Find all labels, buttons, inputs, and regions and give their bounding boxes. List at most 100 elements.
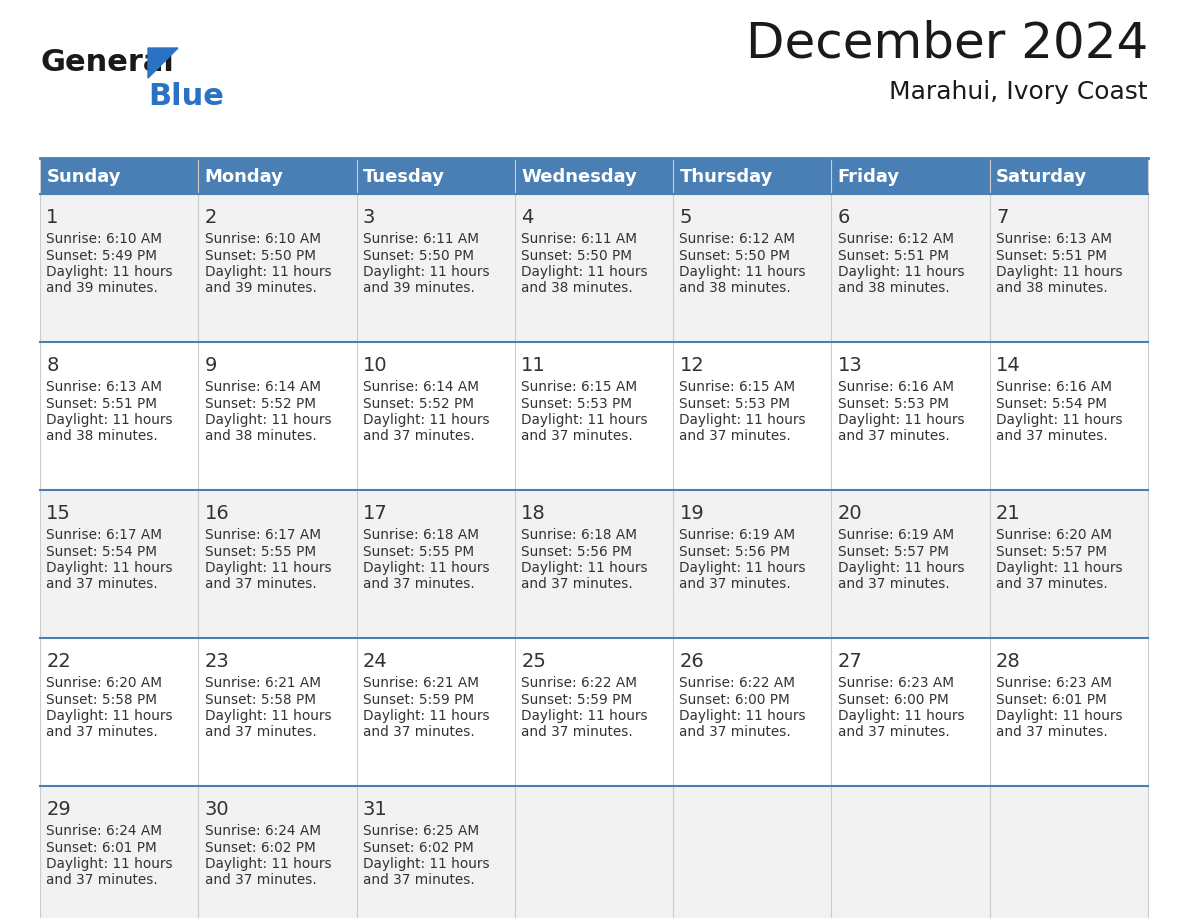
Text: and 37 minutes.: and 37 minutes. (204, 874, 316, 888)
Text: Sunset: 5:49 PM: Sunset: 5:49 PM (46, 249, 157, 263)
Text: Sunset: 5:56 PM: Sunset: 5:56 PM (522, 544, 632, 558)
Text: Daylight: 11 hours: Daylight: 11 hours (46, 265, 173, 279)
Text: 11: 11 (522, 356, 546, 375)
Text: and 38 minutes.: and 38 minutes. (838, 282, 949, 296)
Text: Daylight: 11 hours: Daylight: 11 hours (362, 413, 489, 427)
Text: and 37 minutes.: and 37 minutes. (838, 725, 949, 740)
Text: Daylight: 11 hours: Daylight: 11 hours (680, 561, 807, 575)
Text: Monday: Monday (204, 168, 284, 186)
Text: 23: 23 (204, 652, 229, 671)
Text: Daylight: 11 hours: Daylight: 11 hours (204, 561, 331, 575)
Text: 24: 24 (362, 652, 387, 671)
Text: and 37 minutes.: and 37 minutes. (522, 430, 633, 443)
Bar (40, 342, 1148, 490)
Bar (40, 490, 1148, 638)
Text: 19: 19 (680, 504, 704, 523)
Text: Sunset: 5:57 PM: Sunset: 5:57 PM (996, 544, 1107, 558)
Text: Sunset: 5:56 PM: Sunset: 5:56 PM (680, 544, 790, 558)
Text: 28: 28 (996, 652, 1020, 671)
Text: and 37 minutes.: and 37 minutes. (46, 874, 158, 888)
Text: and 39 minutes.: and 39 minutes. (46, 282, 158, 296)
Text: 6: 6 (838, 208, 851, 227)
Text: and 37 minutes.: and 37 minutes. (680, 725, 791, 740)
Text: Sunset: 5:58 PM: Sunset: 5:58 PM (46, 692, 157, 707)
Text: Sunset: 6:02 PM: Sunset: 6:02 PM (362, 841, 474, 855)
Text: Daylight: 11 hours: Daylight: 11 hours (46, 857, 173, 871)
Text: Sunset: 5:51 PM: Sunset: 5:51 PM (996, 249, 1107, 263)
Text: 10: 10 (362, 356, 387, 375)
Text: Sunset: 6:00 PM: Sunset: 6:00 PM (680, 692, 790, 707)
Text: Sunrise: 6:16 AM: Sunrise: 6:16 AM (838, 380, 954, 394)
Text: and 37 minutes.: and 37 minutes. (362, 725, 475, 740)
Text: Sunrise: 6:20 AM: Sunrise: 6:20 AM (46, 676, 163, 690)
Text: Daylight: 11 hours: Daylight: 11 hours (996, 709, 1123, 723)
Text: and 37 minutes.: and 37 minutes. (996, 577, 1107, 591)
Text: 15: 15 (46, 504, 71, 523)
Text: and 37 minutes.: and 37 minutes. (996, 725, 1107, 740)
Text: and 37 minutes.: and 37 minutes. (522, 577, 633, 591)
Text: Daylight: 11 hours: Daylight: 11 hours (680, 413, 807, 427)
Text: 7: 7 (996, 208, 1009, 227)
Text: Sunset: 5:51 PM: Sunset: 5:51 PM (46, 397, 157, 410)
Text: Sunrise: 6:12 AM: Sunrise: 6:12 AM (680, 232, 796, 246)
Text: Sunset: 5:50 PM: Sunset: 5:50 PM (522, 249, 632, 263)
Text: Daylight: 11 hours: Daylight: 11 hours (204, 265, 331, 279)
Text: Sunday: Sunday (46, 168, 121, 186)
Text: 29: 29 (46, 800, 71, 819)
Text: Daylight: 11 hours: Daylight: 11 hours (522, 265, 647, 279)
Text: Sunset: 5:52 PM: Sunset: 5:52 PM (204, 397, 316, 410)
Text: and 37 minutes.: and 37 minutes. (680, 577, 791, 591)
Text: Daylight: 11 hours: Daylight: 11 hours (522, 709, 647, 723)
Text: Daylight: 11 hours: Daylight: 11 hours (46, 709, 173, 723)
Text: Sunset: 5:51 PM: Sunset: 5:51 PM (838, 249, 949, 263)
Text: Tuesday: Tuesday (362, 168, 444, 186)
Text: 27: 27 (838, 652, 862, 671)
Text: and 37 minutes.: and 37 minutes. (204, 577, 316, 591)
Text: and 37 minutes.: and 37 minutes. (362, 874, 475, 888)
Bar (40, 194, 1148, 342)
Text: Sunrise: 6:16 AM: Sunrise: 6:16 AM (996, 380, 1112, 394)
Text: Daylight: 11 hours: Daylight: 11 hours (996, 561, 1123, 575)
Text: Sunrise: 6:17 AM: Sunrise: 6:17 AM (46, 528, 163, 542)
Bar (40, 786, 1148, 918)
Text: Sunset: 6:02 PM: Sunset: 6:02 PM (204, 841, 315, 855)
Text: and 38 minutes.: and 38 minutes. (996, 282, 1107, 296)
Text: Daylight: 11 hours: Daylight: 11 hours (680, 709, 807, 723)
Text: 14: 14 (996, 356, 1020, 375)
Text: Sunrise: 6:10 AM: Sunrise: 6:10 AM (204, 232, 321, 246)
Text: Sunset: 5:50 PM: Sunset: 5:50 PM (680, 249, 790, 263)
Polygon shape (148, 48, 178, 78)
Text: Daylight: 11 hours: Daylight: 11 hours (996, 413, 1123, 427)
Text: 3: 3 (362, 208, 375, 227)
Text: 2: 2 (204, 208, 217, 227)
Text: Daylight: 11 hours: Daylight: 11 hours (362, 561, 489, 575)
Text: 16: 16 (204, 504, 229, 523)
Text: and 37 minutes.: and 37 minutes. (46, 725, 158, 740)
Text: Sunrise: 6:19 AM: Sunrise: 6:19 AM (838, 528, 954, 542)
Text: 5: 5 (680, 208, 691, 227)
Text: 4: 4 (522, 208, 533, 227)
Text: 31: 31 (362, 800, 387, 819)
Text: Daylight: 11 hours: Daylight: 11 hours (204, 857, 331, 871)
Text: Saturday: Saturday (996, 168, 1087, 186)
Text: Sunrise: 6:22 AM: Sunrise: 6:22 AM (522, 676, 637, 690)
Text: 20: 20 (838, 504, 862, 523)
Text: Sunset: 6:01 PM: Sunset: 6:01 PM (46, 841, 157, 855)
Text: Sunrise: 6:14 AM: Sunrise: 6:14 AM (362, 380, 479, 394)
Text: General: General (40, 48, 173, 77)
Text: Daylight: 11 hours: Daylight: 11 hours (204, 413, 331, 427)
Text: Sunset: 5:54 PM: Sunset: 5:54 PM (46, 544, 157, 558)
Text: Daylight: 11 hours: Daylight: 11 hours (838, 709, 965, 723)
Text: Daylight: 11 hours: Daylight: 11 hours (46, 561, 173, 575)
Text: and 39 minutes.: and 39 minutes. (204, 282, 316, 296)
Text: and 37 minutes.: and 37 minutes. (838, 430, 949, 443)
Text: Friday: Friday (838, 168, 899, 186)
Text: Sunset: 5:53 PM: Sunset: 5:53 PM (522, 397, 632, 410)
Text: Daylight: 11 hours: Daylight: 11 hours (522, 561, 647, 575)
Text: 30: 30 (204, 800, 229, 819)
Text: and 37 minutes.: and 37 minutes. (680, 430, 791, 443)
Text: Daylight: 11 hours: Daylight: 11 hours (680, 265, 807, 279)
Text: and 37 minutes.: and 37 minutes. (838, 577, 949, 591)
Text: Daylight: 11 hours: Daylight: 11 hours (838, 561, 965, 575)
Text: Sunrise: 6:23 AM: Sunrise: 6:23 AM (996, 676, 1112, 690)
